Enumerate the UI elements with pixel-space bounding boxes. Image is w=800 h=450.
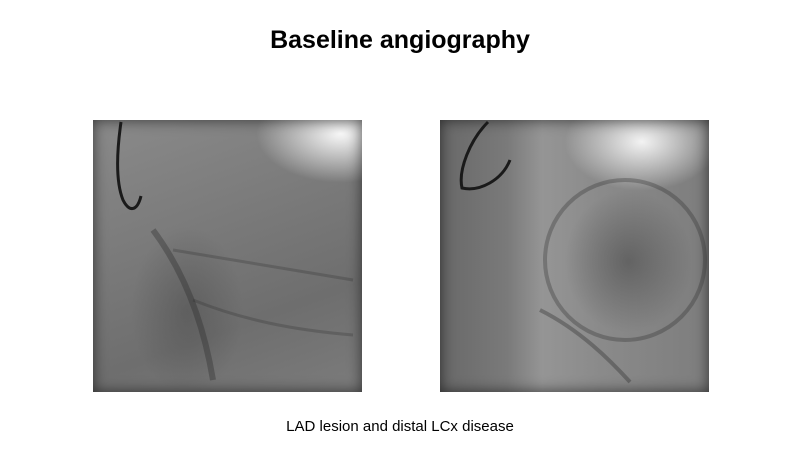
slide-title: Baseline angiography — [270, 26, 530, 54]
right-angiogram-image — [440, 120, 709, 392]
catheter-illustration — [459, 120, 707, 384]
left-angiogram-image — [93, 120, 362, 392]
catheter-illustration — [116, 121, 354, 381]
slide-caption: LAD lesion and distal LCx disease — [286, 418, 514, 435]
